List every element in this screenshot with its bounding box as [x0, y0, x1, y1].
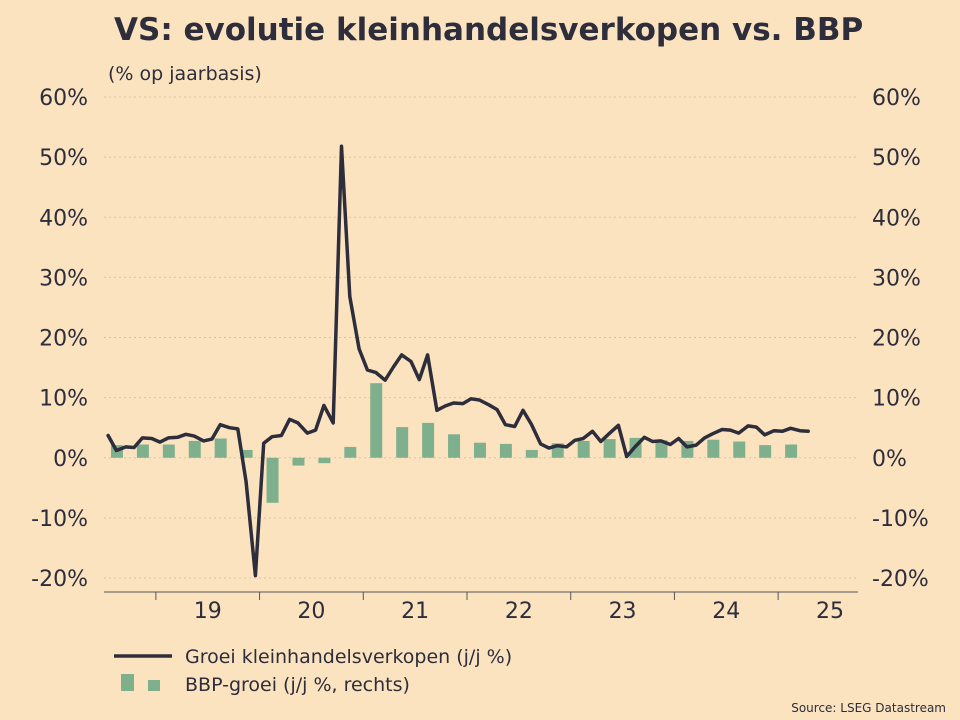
gdp-bar: [473, 442, 486, 458]
x-tick-label: 20: [297, 599, 325, 624]
y-tick-label-right: 0%: [872, 447, 907, 472]
gdp-bar: [499, 443, 512, 458]
gdp-bar: [707, 439, 720, 458]
gdp-bar: [292, 457, 305, 466]
legend-bar-swatch-2: [148, 680, 160, 691]
y-tick-label-left: 60%: [39, 86, 88, 111]
gridlines: [104, 96, 858, 579]
x-tick-label: 24: [712, 599, 740, 624]
y-tick-label-left: 0%: [53, 447, 88, 472]
y-tick-label-left: -20%: [31, 567, 88, 592]
source-note: Source: LSEG Datastream: [791, 701, 946, 715]
x-tick-label: 25: [816, 599, 844, 624]
y-tick-label-right: 40%: [872, 206, 921, 231]
y-axis-right: 60% 50% 40% 30% 20% 10% 0% -10% -20%: [872, 86, 929, 592]
y-axis-left: 60% 50% 40% 30% 20% 10% 0% -10% -20%: [31, 86, 88, 592]
gdp-bar: [448, 434, 461, 458]
y-tick-label-left: -10%: [31, 507, 88, 532]
chart-subtitle: (% op jaarbasis): [108, 63, 262, 85]
legend-bar-label: BBP-groei (j/j %, rechts): [185, 674, 410, 696]
gdp-bars: [110, 383, 798, 503]
y-tick-label-right: 60%: [872, 86, 921, 111]
y-tick-label-right: 50%: [872, 146, 921, 171]
x-tick-label: 23: [609, 599, 637, 624]
gdp-bar: [655, 440, 668, 458]
gdp-bar: [240, 449, 253, 458]
x-tick-label: 19: [194, 599, 222, 624]
x-tick-label: 21: [401, 599, 429, 624]
y-tick-label-right: 30%: [872, 266, 921, 291]
gdp-bar: [785, 444, 798, 458]
gdp-bar: [733, 441, 746, 458]
chart-title: VS: evolutie kleinhandelsverkopen vs. BB…: [114, 12, 863, 48]
gdp-bar: [577, 440, 590, 458]
gdp-bar: [759, 445, 772, 458]
gdp-bar: [370, 383, 383, 458]
y-tick-label-left: 50%: [39, 146, 88, 171]
x-tick-label: 22: [505, 599, 533, 624]
legend-bar-swatch-1: [121, 674, 134, 691]
gdp-bar: [188, 440, 201, 458]
gdp-bar: [344, 446, 357, 458]
gdp-bar: [525, 449, 538, 458]
gdp-bar: [136, 444, 149, 458]
gdp-bar: [266, 457, 279, 503]
x-axis: 19 20 21 22 23 24 25: [155, 592, 844, 624]
gdp-bar: [318, 457, 331, 464]
gdp-bar: [214, 438, 227, 458]
gdp-bar: [603, 439, 616, 458]
y-tick-label-left: 40%: [39, 206, 88, 231]
y-tick-label-right: -20%: [872, 567, 929, 592]
y-tick-label-right: 20%: [872, 327, 921, 352]
y-tick-label-left: 20%: [39, 327, 88, 352]
y-tick-label-right: 10%: [872, 387, 921, 412]
legend: Groei kleinhandelsverkopen (j/j %) BBP-g…: [114, 646, 512, 696]
retail-line-group: [106, 144, 810, 578]
y-tick-label-right: -10%: [872, 507, 929, 532]
legend-line-label: Groei kleinhandelsverkopen (j/j %): [185, 646, 512, 668]
y-tick-label-left: 30%: [39, 266, 88, 291]
retail-sales-line: [106, 144, 810, 578]
gdp-bar: [422, 422, 435, 458]
gdp-bar: [396, 427, 409, 458]
y-tick-label-left: 10%: [39, 387, 88, 412]
gdp-bar: [162, 444, 175, 458]
